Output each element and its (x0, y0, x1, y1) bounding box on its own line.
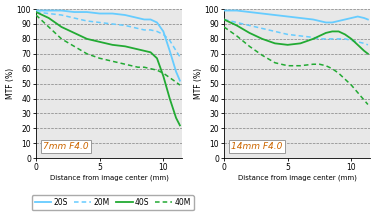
Y-axis label: MTF (%): MTF (%) (6, 68, 15, 99)
Text: 14mm F4.0: 14mm F4.0 (231, 142, 283, 151)
X-axis label: Distance from image center (mm): Distance from image center (mm) (50, 174, 169, 181)
X-axis label: Distance from image center (mm): Distance from image center (mm) (238, 174, 357, 181)
Y-axis label: MTF (%): MTF (%) (194, 68, 203, 99)
Legend: 20S, 20M, 40S, 40M: 20S, 20M, 40S, 40M (32, 195, 194, 210)
Text: 7mm F4.0: 7mm F4.0 (43, 142, 89, 151)
